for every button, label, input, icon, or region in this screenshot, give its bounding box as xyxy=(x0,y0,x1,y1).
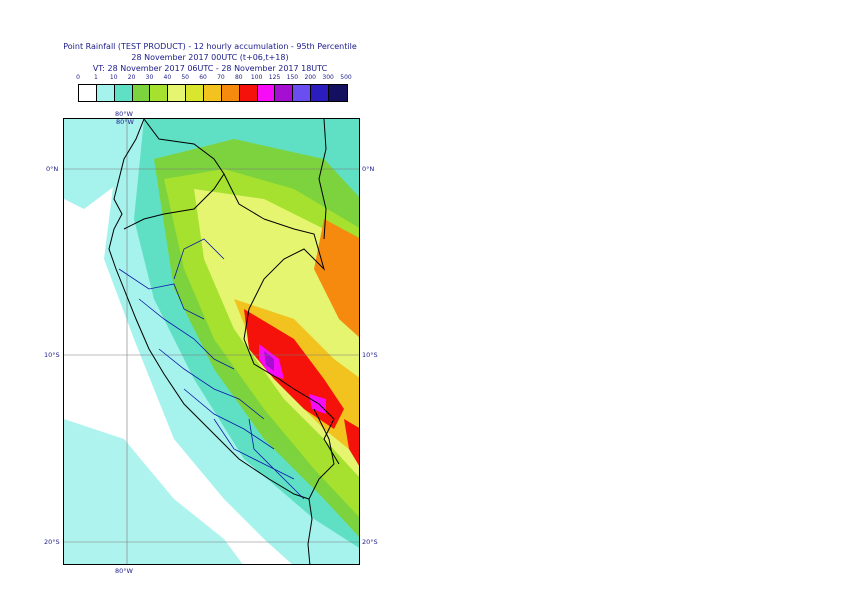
legend-tick-label: 50 xyxy=(181,74,190,81)
legend-box xyxy=(329,85,347,101)
lon-label-top: 80°W xyxy=(116,118,134,126)
rain-band-80mm-east xyxy=(344,419,359,466)
legend-box xyxy=(204,85,222,101)
legend-tick-labels: 0 1 10 20 30 40 50 60 70 80 100 125 150 200 300 500 xyxy=(76,74,352,84)
graticule xyxy=(64,119,359,564)
admin-border-1 xyxy=(118,268,205,320)
legend-box xyxy=(239,85,258,101)
legend-box xyxy=(311,85,330,101)
legend-box xyxy=(168,85,187,101)
lat-label-0n-left: 0°N xyxy=(46,165,59,173)
legend-tick-label: 30 xyxy=(145,74,154,81)
legend-color-boxes xyxy=(78,84,348,102)
rain-band-70mm xyxy=(314,219,359,338)
legend-tick-label: 60 xyxy=(199,74,207,81)
legend-tick-label: 70 xyxy=(217,74,225,81)
rain-band-125mm xyxy=(264,351,274,371)
legend-box xyxy=(186,85,205,101)
lat-label-10s-right: 10°S xyxy=(362,351,378,359)
admin-borders xyxy=(118,238,305,500)
admin-border-2 xyxy=(138,298,235,370)
lat-label-0n-right: 0°N xyxy=(362,165,375,173)
legend-tick-label: 10 xyxy=(109,74,118,81)
admin-border-6 xyxy=(173,238,225,280)
rain-band-100mm-2 xyxy=(309,394,326,414)
admin-border-7 xyxy=(248,418,305,500)
rainfall-map: 80°W xyxy=(63,118,360,565)
coastline xyxy=(108,119,313,564)
lat-label-20s-left: 20°S xyxy=(44,538,60,546)
legend-tick-label: 200 xyxy=(304,74,316,81)
border-peru-bolivia xyxy=(308,408,335,500)
legend-tick-label: 300 xyxy=(322,74,334,81)
legend-box xyxy=(275,85,294,101)
legend-box xyxy=(79,85,97,101)
lon-label-top-outer: 80°W xyxy=(115,110,133,118)
legend-box xyxy=(114,85,133,101)
legend-tick-label: 100 xyxy=(250,74,263,81)
border-ecuador-peru xyxy=(123,173,265,230)
lat-label-10s-left: 10°S xyxy=(44,351,60,359)
border-colombia-brazil xyxy=(318,119,327,240)
legend-box xyxy=(221,85,240,101)
legend-box xyxy=(293,85,312,101)
color-legend: 0 1 10 20 30 40 50 60 70 80 100 125 150 200 300 500 xyxy=(76,74,352,102)
legend-box xyxy=(96,85,115,101)
admin-border-5 xyxy=(213,418,295,480)
legend-tick-label: 40 xyxy=(163,74,172,81)
legend-box xyxy=(150,85,169,101)
legend-box xyxy=(257,85,276,101)
border-ecuador-colombia xyxy=(143,119,225,175)
legend-tick-label: 125 xyxy=(268,74,281,81)
rainfall-fields xyxy=(64,119,359,564)
legend-tick-label: 1 xyxy=(93,74,98,81)
legend-box xyxy=(132,85,151,101)
legend-tick-label: 80 xyxy=(234,74,243,81)
legend-tick-label: 500 xyxy=(340,74,352,81)
rainfall-map-svg xyxy=(64,119,359,564)
border-peru-brazil xyxy=(243,308,340,465)
border-colombia-peru xyxy=(248,218,326,310)
legend-tick-label: 20 xyxy=(127,74,136,81)
chart-subtitle-validity: VT: 28 November 2017 06UTC - 28 November… xyxy=(92,64,328,73)
admin-border-4 xyxy=(183,388,275,450)
lat-label-20s-right: 20°S xyxy=(362,538,378,546)
legend-tick-label: 0 xyxy=(76,74,80,81)
chart-subtitle-run: 28 November 2017 00UTC (t+06,t+18) xyxy=(131,53,289,62)
rain-band-1mm-south xyxy=(64,419,243,564)
lon-label-bottom: 80°W xyxy=(115,567,133,575)
legend-tick-label: 150 xyxy=(286,74,299,81)
chart-title: Point Rainfall (TEST PRODUCT) - 12 hourl… xyxy=(63,42,357,51)
country-borders xyxy=(108,119,340,564)
admin-border-3 xyxy=(158,348,265,420)
